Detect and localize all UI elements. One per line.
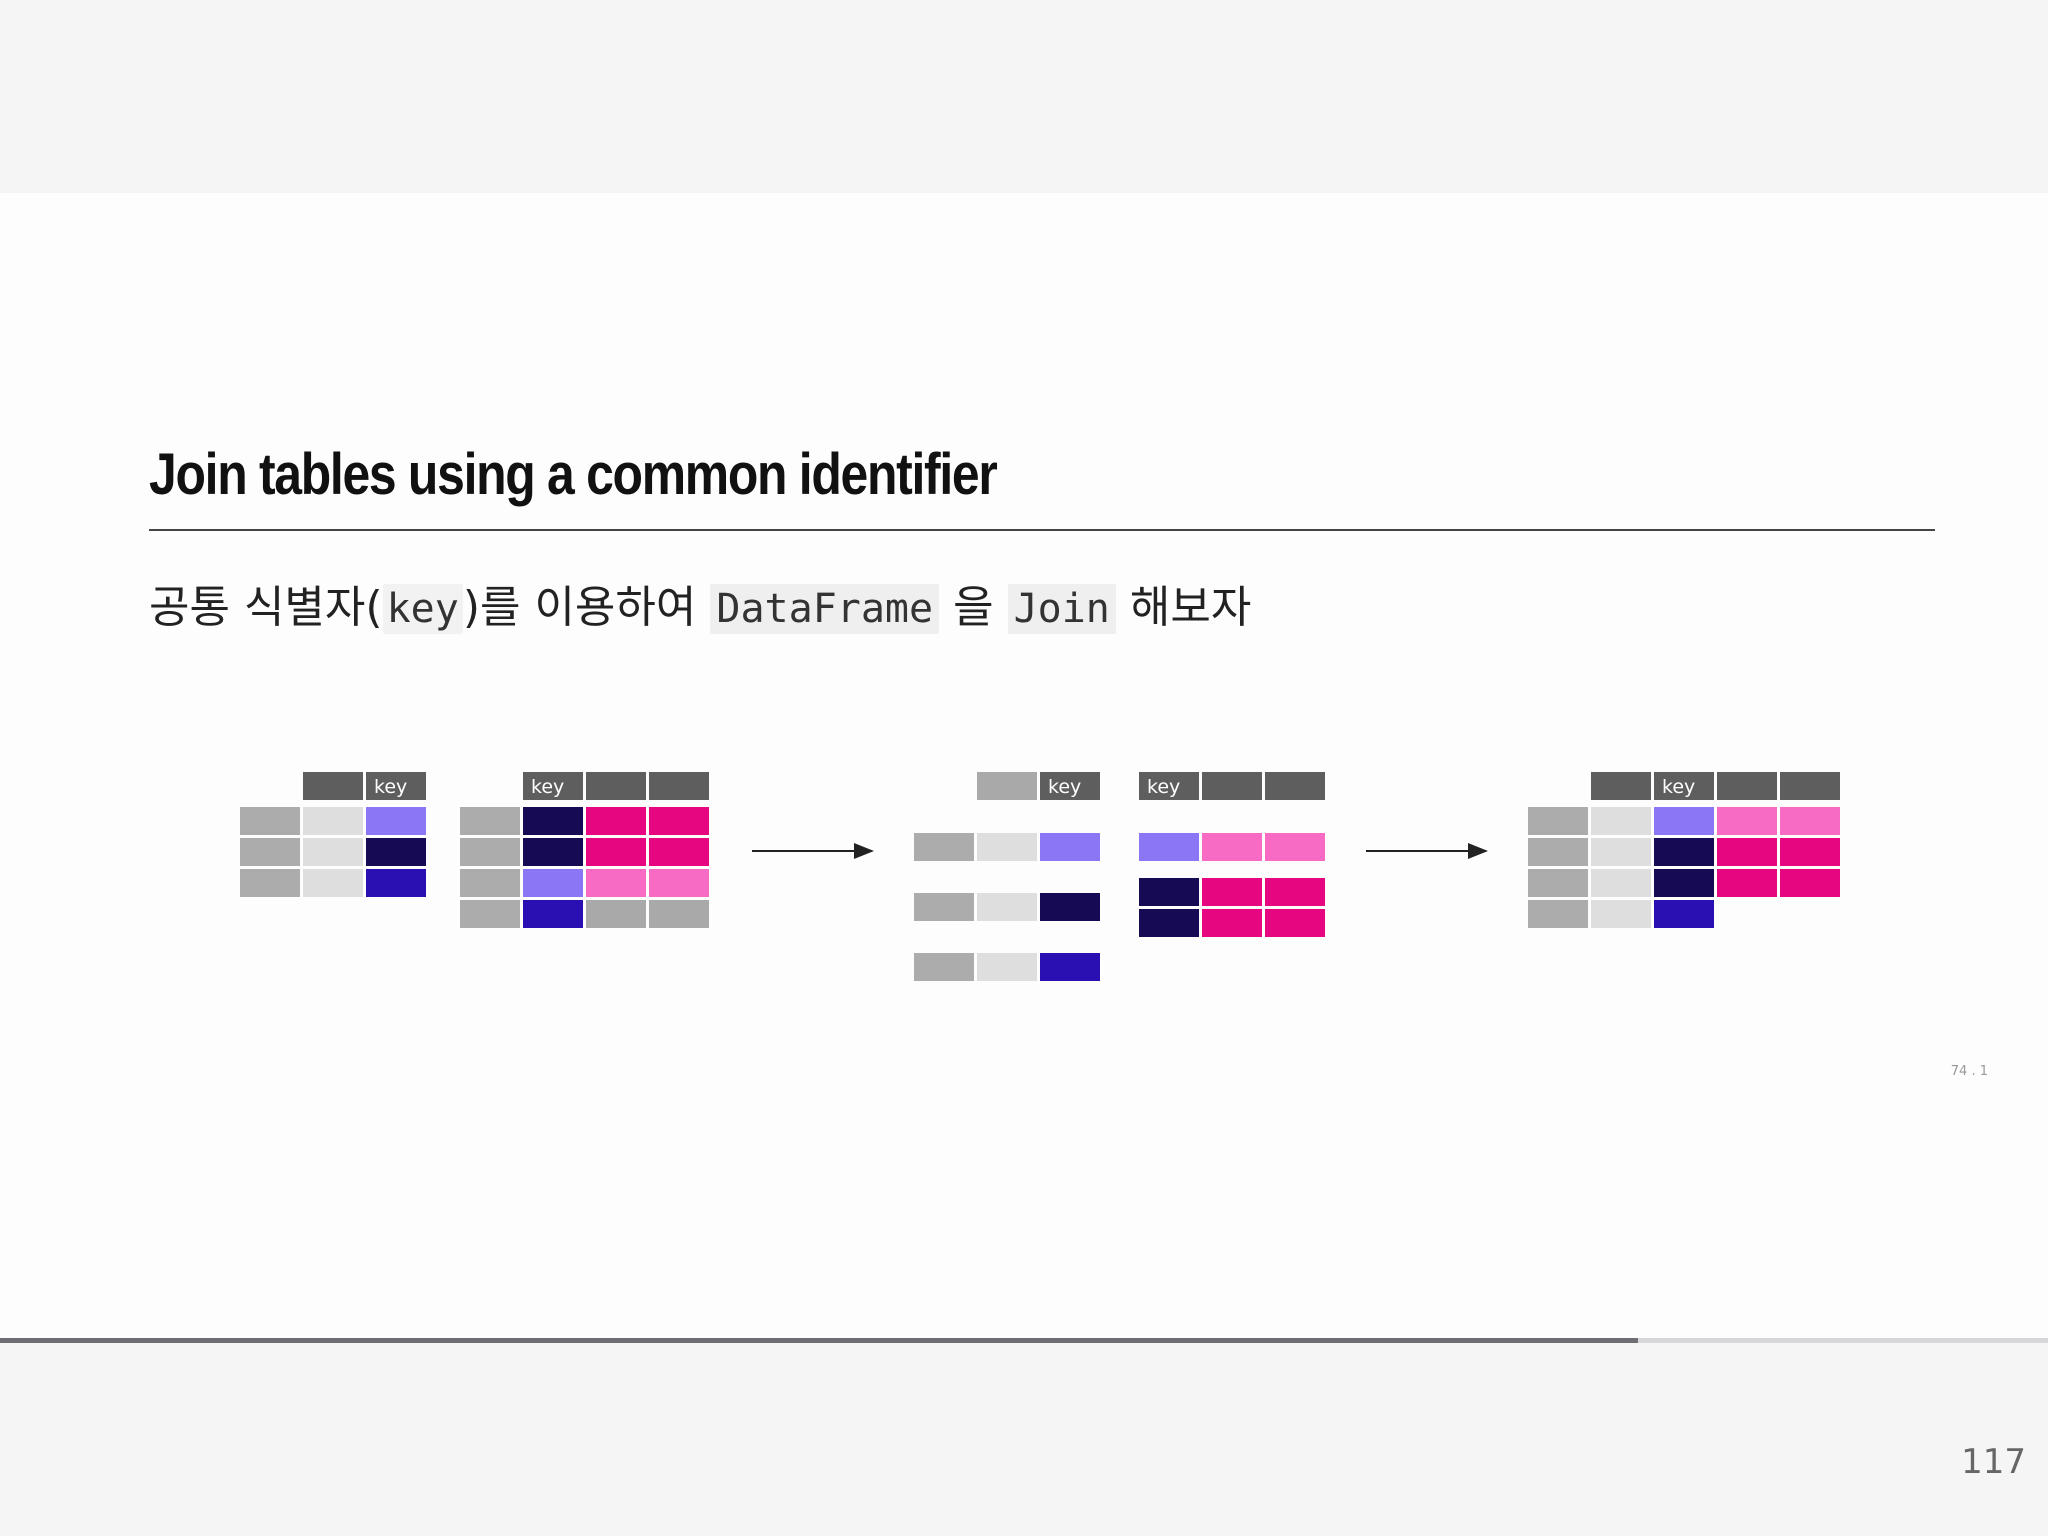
data-cell <box>240 838 300 866</box>
data-cell <box>914 833 974 861</box>
data-cell <box>366 838 426 866</box>
header-cell <box>1139 772 1199 800</box>
data-cell <box>1591 838 1651 866</box>
data-cell <box>1780 838 1840 866</box>
data-cell <box>649 838 709 866</box>
data-cell <box>649 900 709 928</box>
data-cell <box>977 833 1037 861</box>
header-cell <box>1265 772 1325 800</box>
key-label: key <box>374 776 407 798</box>
data-cell <box>649 869 709 897</box>
data-cell <box>1528 838 1588 866</box>
data-cell <box>1654 869 1714 897</box>
data-cell <box>1265 833 1325 861</box>
slide <box>0 193 2048 1339</box>
key-label: key <box>1048 776 1081 798</box>
data-cell <box>460 900 520 928</box>
data-cell <box>523 838 583 866</box>
data-cell <box>523 900 583 928</box>
data-cell <box>366 869 426 897</box>
data-cell <box>1528 869 1588 897</box>
header-cell <box>523 772 583 800</box>
header-cell <box>649 772 709 800</box>
header-cell <box>1654 772 1714 800</box>
data-cell <box>1139 878 1199 906</box>
data-cell <box>1528 900 1588 928</box>
data-cell <box>1780 807 1840 835</box>
data-cell <box>1591 869 1651 897</box>
data-cell <box>240 869 300 897</box>
data-cell <box>303 869 363 897</box>
data-cell <box>1654 838 1714 866</box>
data-cell <box>1202 909 1262 937</box>
data-cell <box>1591 807 1651 835</box>
data-cell <box>460 838 520 866</box>
data-cell <box>977 953 1037 981</box>
diagram-cells <box>240 772 1840 981</box>
data-cell <box>1139 909 1199 937</box>
data-cell <box>1780 869 1840 897</box>
slide-subtitle: 공통 식별자(key)를 이용하여 DataFrame 을 Join 해보자 <box>149 576 1251 641</box>
data-cell <box>1717 807 1777 835</box>
data-cell <box>1265 878 1325 906</box>
key-label: key <box>1662 776 1695 798</box>
data-cell <box>1265 909 1325 937</box>
header-cell <box>586 772 646 800</box>
code-join: Join <box>1007 584 1116 634</box>
header-cell <box>1591 772 1651 800</box>
data-cell <box>649 807 709 835</box>
data-cell <box>523 807 583 835</box>
key-label: key <box>531 776 564 798</box>
data-cell <box>460 869 520 897</box>
header-cell <box>1780 772 1840 800</box>
subtitle-text-2: )를 이용하여 <box>462 582 711 633</box>
data-cell <box>303 807 363 835</box>
data-cell <box>1717 838 1777 866</box>
subtitle-text-3: 을 <box>939 582 1008 633</box>
data-cell <box>1202 833 1262 861</box>
header-cell <box>303 772 363 800</box>
title-divider <box>149 529 1935 531</box>
data-cell <box>240 807 300 835</box>
data-cell <box>586 869 646 897</box>
subtitle-text-1: 공통 식별자( <box>149 582 383 633</box>
header-cell <box>1040 772 1100 800</box>
code-dataframe: DataFrame <box>710 584 940 634</box>
subtitle-text-4: 해보자 <box>1115 582 1252 633</box>
data-cell <box>1717 869 1777 897</box>
data-cell <box>914 953 974 981</box>
data-cell <box>1040 953 1100 981</box>
data-cell <box>523 869 583 897</box>
data-cell <box>460 807 520 835</box>
header-cell <box>1717 772 1777 800</box>
key-label: key <box>1147 776 1180 798</box>
data-cell <box>1654 900 1714 928</box>
progress-bar-fill <box>0 1338 1639 1343</box>
code-key: key <box>382 584 463 634</box>
data-cell <box>1040 893 1100 921</box>
data-cell <box>586 900 646 928</box>
slide-title: Join tables using a common identifier <box>149 442 998 507</box>
data-cell <box>303 838 363 866</box>
progress-bar <box>0 1338 2048 1343</box>
data-cell <box>1202 878 1262 906</box>
header-cell <box>977 772 1037 800</box>
data-cell <box>586 838 646 866</box>
data-cell <box>1591 900 1651 928</box>
data-cell <box>1040 833 1100 861</box>
data-cell <box>1654 807 1714 835</box>
data-cell <box>977 893 1037 921</box>
diagram-key-labels: key key key key key <box>374 776 1695 798</box>
page-number: 117 <box>1961 1442 2026 1482</box>
data-cell <box>1528 807 1588 835</box>
data-cell <box>914 893 974 921</box>
data-cell <box>1139 833 1199 861</box>
header-cell <box>1202 772 1262 800</box>
header-cell <box>366 772 426 800</box>
slide-number: 74 . 1 <box>1950 1064 1988 1079</box>
data-cell <box>366 807 426 835</box>
data-cell <box>586 807 646 835</box>
